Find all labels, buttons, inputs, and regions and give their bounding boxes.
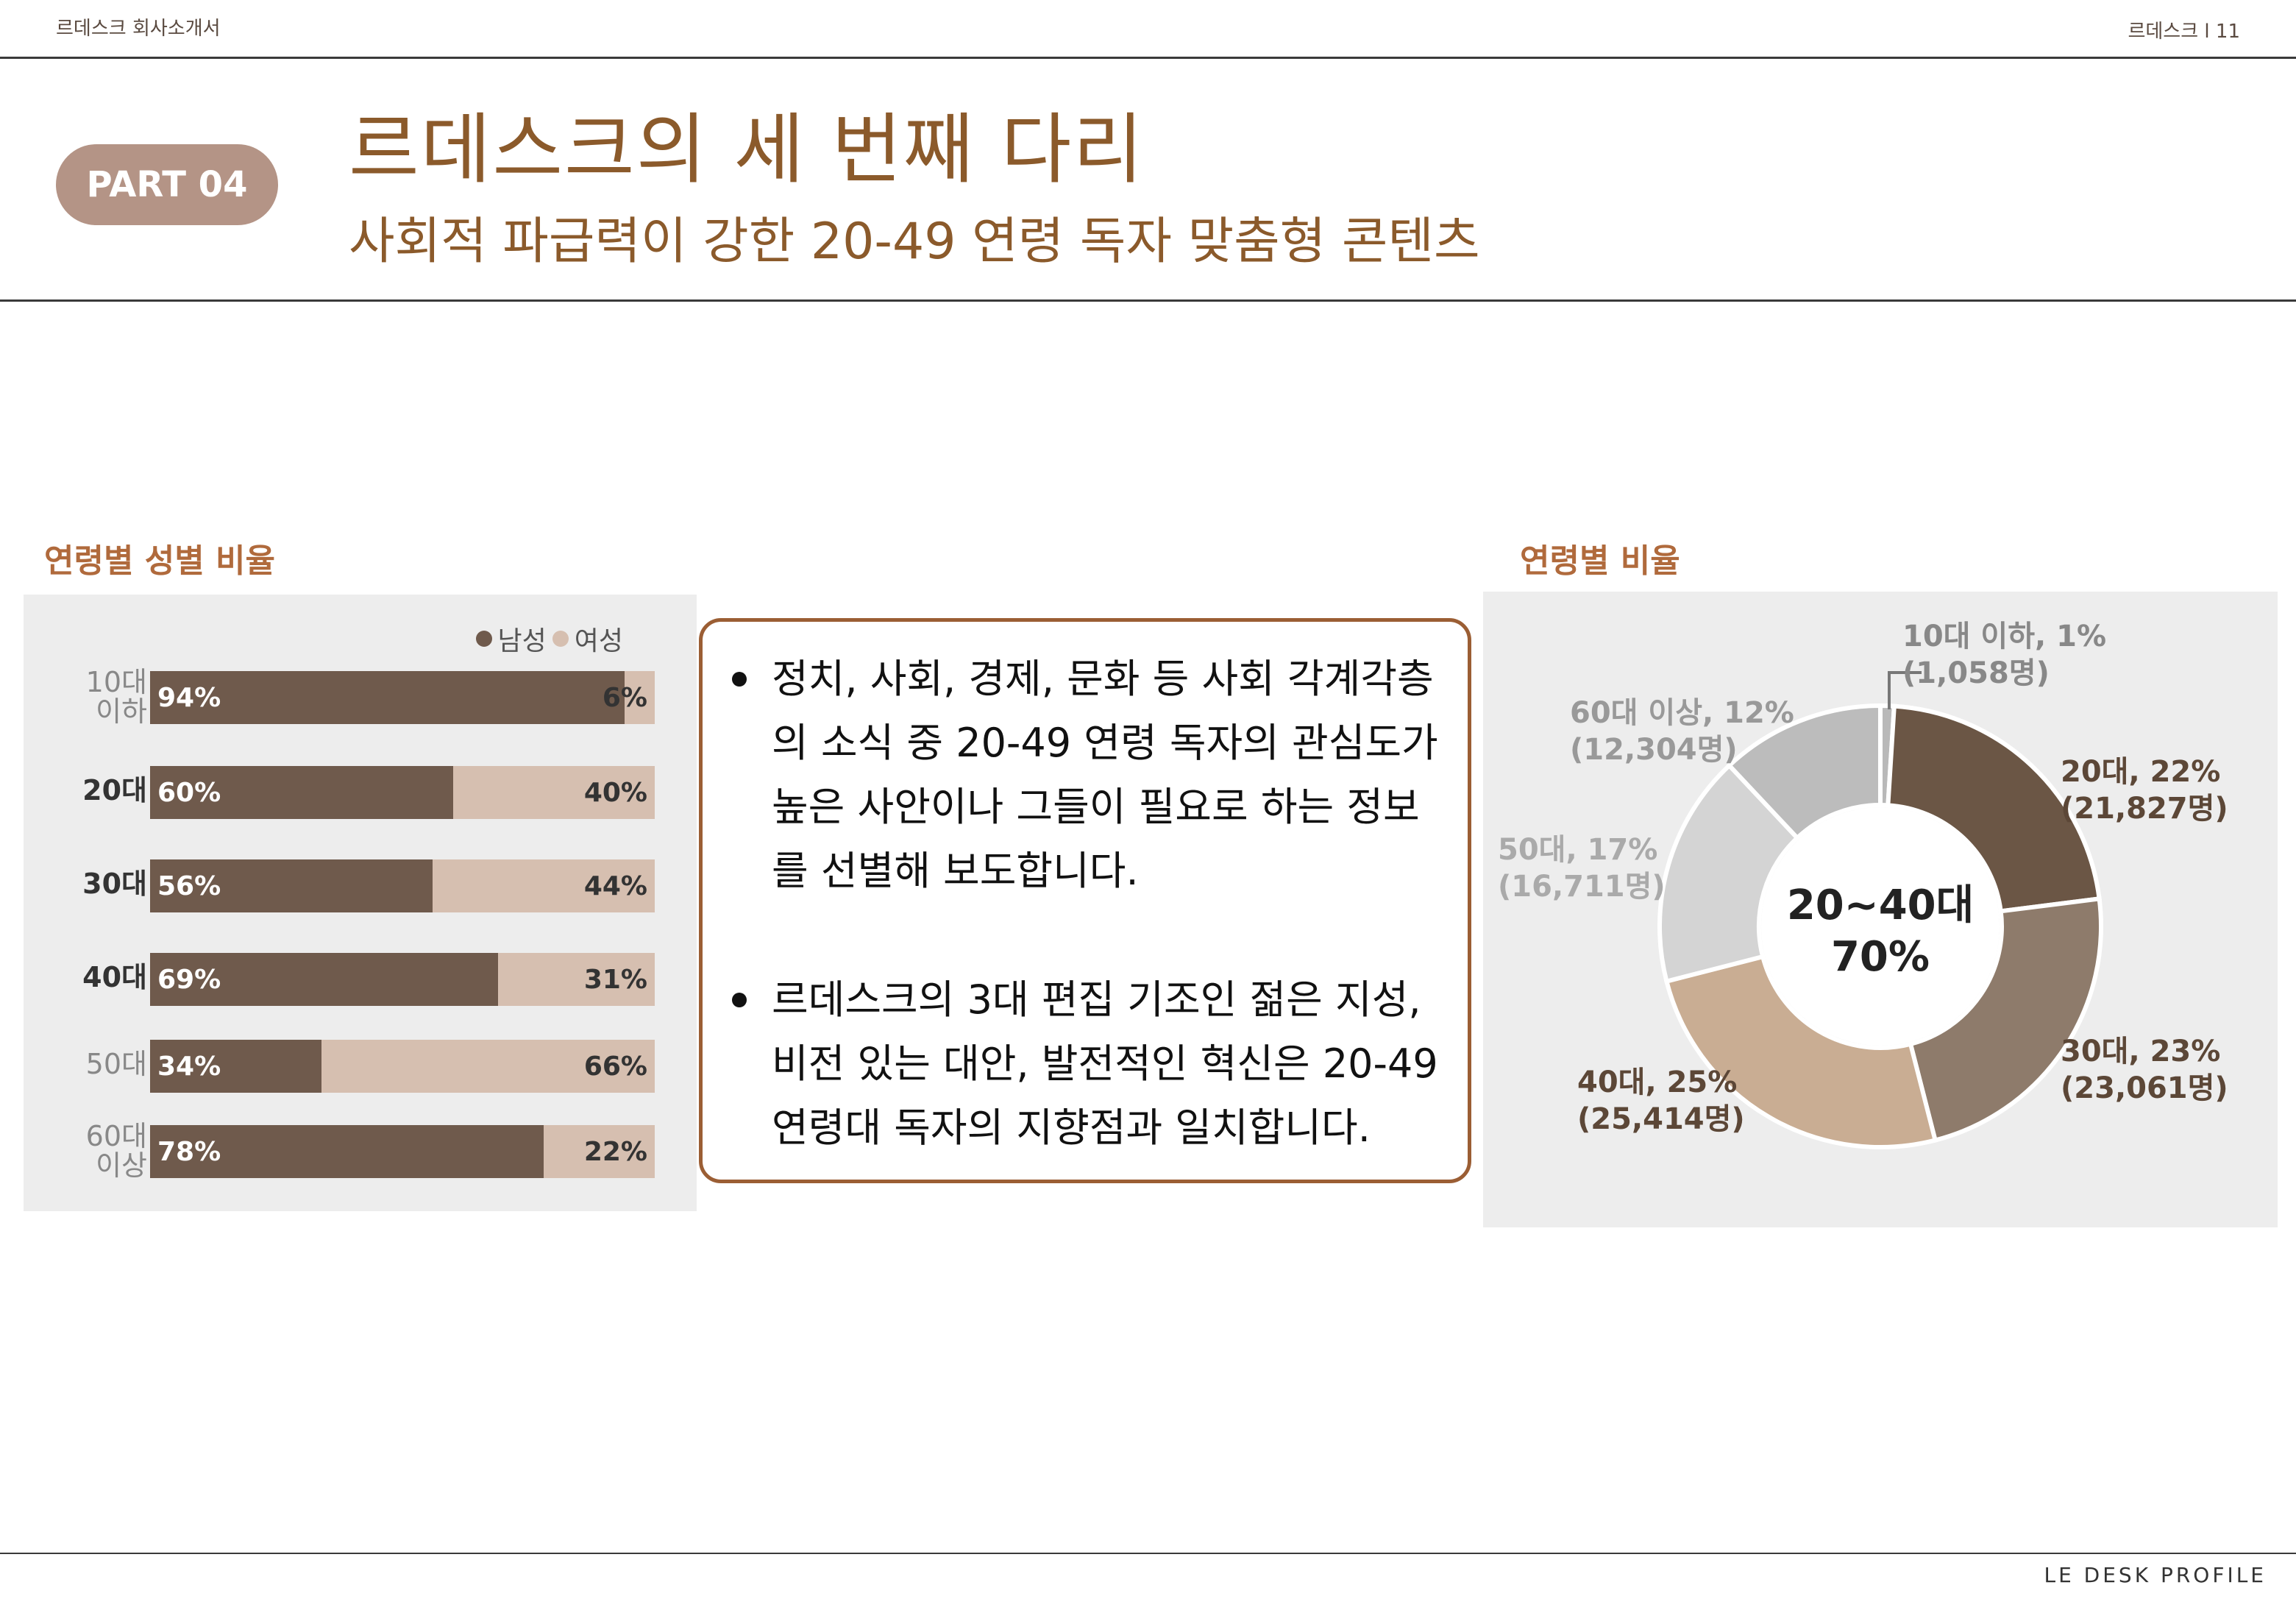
male-bar [150,766,453,819]
age-group-label-line: 20대 [82,774,147,806]
male-value-label: 34% [157,1052,221,1082]
female-value-label: 66% [583,1052,647,1082]
chart-legend: 남성 여성 [475,620,623,658]
slice-label-line: 10대 이하, 1% [1902,620,2107,653]
bullet-1-line-1: 정치, 사회, 경제, 문화 등 사회 각계각층 [772,656,1434,702]
male-value-label: 56% [157,871,221,901]
female-value-label: 6% [602,683,647,713]
part-badge: PART 04 [56,144,278,225]
donut-slice [1886,703,2102,914]
slice-label: 30대, 23% (23,061명) [2061,1033,2228,1107]
age-group-label-line: 40대 [82,961,147,993]
slice-label-line: 20대, 22% [2061,755,2221,789]
age-group-label-line: 50대 [85,1048,147,1080]
footer-brand: LE DESK PROFILE [2044,1563,2267,1587]
donut-hole [1761,807,2000,1046]
male-legend-label: 남성 [497,626,547,656]
slice-label: 40대, 25% (25,414명) [1577,1064,1745,1138]
age-group-label-line: 60대 [85,1120,147,1152]
donut-center-label: 20~40대 [1787,882,1974,929]
slice-label: 60대 이상, 12% (12,304명) [1570,695,1794,768]
female-bar [433,859,655,912]
slice-label: 10대 이하, 1% (1,058명) [1902,618,2106,692]
female-legend-label: 여성 [574,626,623,656]
slice-label-line: (21,827명) [2061,792,2228,826]
slice-label-line: 60대 이상, 12% [1570,696,1794,730]
age-group-label: 40대 [53,961,147,993]
age-group-label: 60대 이상 [53,1120,147,1182]
age-group-label-line: 이하 [96,695,147,728]
donut-slice [1663,954,1938,1149]
female-value-label: 22% [583,1137,647,1167]
donut-center-label: 70% [1831,933,1930,981]
donut-slice [1657,762,1801,985]
age-ratio-label: 연령별 비율 [1520,542,1680,580]
gender-ratio-label: 연령별 성별 비율 [44,542,275,580]
female-bar [321,1040,655,1093]
bullet-dot [732,993,747,1007]
bottom-divider [0,1553,2296,1554]
slice-label: 20대, 22% (21,827명) [2061,754,2228,827]
male-bar [150,671,625,724]
female-bar [452,766,655,819]
slice-label-line: (25,414명) [1577,1102,1745,1136]
age-group-label: 20대 [53,776,147,806]
age-group-label-line: 30대 [82,868,147,900]
bullet-2: 르데스크의 3대 편집 기조인 젊은 지성, 비전 있는 대안, 발전적인 혁신… [732,968,1438,1160]
male-bar [150,1040,322,1093]
male-value-label: 69% [157,965,221,995]
male-bar [150,953,499,1006]
age-group-label: 30대 [53,868,147,900]
slice-label-line: (12,304명) [1570,733,1738,767]
title-divider [0,299,2296,302]
slice-label-line: (1,058명) [1902,656,2050,690]
top-divider [0,57,2296,59]
age-group-label-line: 이상 [96,1149,147,1182]
bullet-1: 정치, 사회, 경제, 문화 등 사회 각계각층 의 소식 중 20-49 연령… [732,647,1438,903]
bullet-2-line-2: 비전 있는 대안, 발전적인 혁신은 20-49 [772,1040,1438,1087]
age-group-label: 50대 [53,1048,147,1080]
bullet-2-line-1: 르데스크의 3대 편집 기조인 젊은 지성, [772,976,1421,1023]
female-value-label: 40% [583,778,647,808]
age-ratio-chart: 20~40대 70% 10대 이하, 1% (1,058명) 20대, 22% (21,… [1483,592,2278,1227]
female-bar [624,671,655,724]
bullet-1-line-3: 높은 사안이나 그들이 필요로 하는 정보 [772,784,1420,830]
leader-line [1888,671,1922,709]
donut-slice [1908,896,2103,1143]
slice-label-line: 50대, 17% [1498,833,1658,867]
female-bar [498,953,655,1006]
bullet-dot [732,672,747,687]
slice-label-line: (23,061명) [2061,1071,2228,1105]
age-group-label-line: 10대 [85,666,147,698]
male-value-label: 94% [157,683,221,713]
female-value-label: 44% [583,871,647,901]
slice-label-line: (16,711명) [1498,870,1666,904]
slice-label-line: 40대, 25% [1577,1065,1738,1099]
slice-label: 50대, 17% (16,711명) [1498,831,1666,905]
slice-label-line: 30대, 23% [2061,1035,2221,1068]
male-legend-dot [475,631,492,647]
page-number: 르데스크 l 11 [2128,21,2240,43]
male-bar [150,1125,544,1178]
female-bar [544,1125,655,1178]
female-value-label: 31% [583,965,647,995]
bullet-2-line-3: 연령대 독자의 지향점과 일치합니다. [772,1104,1371,1151]
description-box: 정치, 사회, 경제, 문화 등 사회 각계각층 의 소식 중 20-49 연령… [699,618,1471,1183]
page-title: 르데스크의 세 번째 다리 [349,104,1145,194]
document-title: 르데스크 회사소개서 [56,18,221,40]
gender-ratio-chart: 남성 여성 10대 이하 94% 6% 20대 60% 40% 30대 56% 44% 40대 69%… [24,595,697,1211]
female-legend-dot [552,631,569,647]
age-group-label: 10대 이하 [53,666,147,728]
donut-slice [1726,703,1883,841]
page-subtitle: 사회적 파급력이 강한 20-49 연령 독자 맞춤형 콘텐츠 [349,213,1480,271]
male-bar [150,859,433,912]
bullet-1-line-4: 를 선별해 보도합니다. [772,848,1139,894]
male-value-label: 60% [157,778,221,808]
bullet-1-line-2: 의 소식 중 20-49 연령 독자의 관심도가 [772,720,1438,766]
male-value-label: 78% [157,1137,221,1167]
